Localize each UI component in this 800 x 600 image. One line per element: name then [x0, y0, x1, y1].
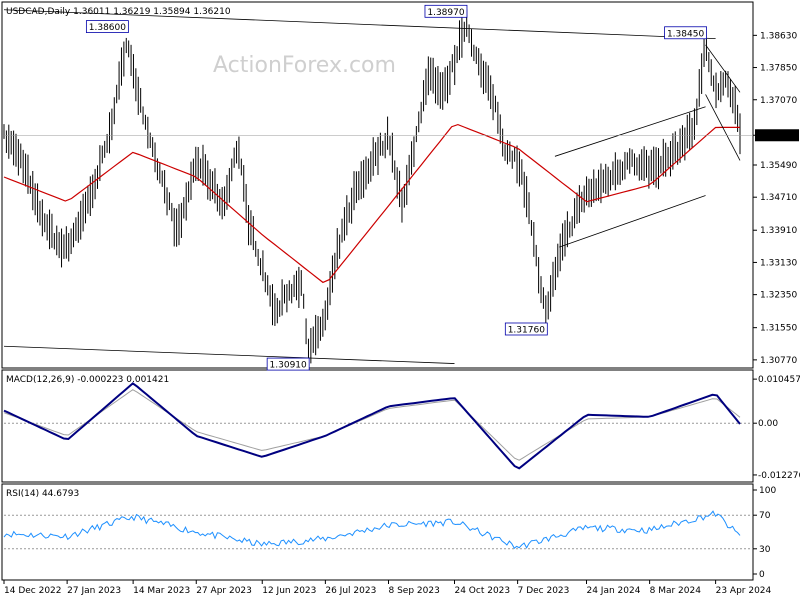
date-tick-label: 14 Dec 2022 [4, 586, 62, 596]
rsi-tick-label: 0 [759, 570, 765, 580]
rsi-indicator: 100 70 30 0 [3, 486, 776, 580]
macd-tick-label: 0.010457 [758, 375, 800, 385]
ohlc-label: 1.36011 1.36219 1.35894 1.36210 [73, 7, 231, 17]
date-tick-label: 8 Sep 2023 [388, 586, 439, 596]
price-bars [3, 9, 741, 364]
price-tick-label: 1.33130 [760, 258, 797, 268]
current-price-box [755, 129, 799, 142]
rsi-tick-label: 100 [759, 486, 776, 496]
price-label-text: 1.38970 [427, 8, 464, 18]
price-panel-title: USDCAD,Daily 1.36011 1.36219 1.35894 1.3… [6, 7, 231, 17]
macd-indicator: 0.010457 0.00 -0.012276 [3, 375, 800, 481]
price-label-box [424, 4, 468, 18]
date-tick-label: 23 Apr 2024 [716, 586, 772, 596]
price-axis: 1.38630 1.37850 1.37070 1.35490 1.34710 1.339… [4, 31, 799, 366]
price-label-box [266, 357, 310, 371]
date-tick-label: 27 Jan 2023 [67, 586, 121, 596]
ma-line [3, 123, 740, 284]
price-tick-label: 1.33910 [760, 226, 797, 236]
date-tick-label: 24 Jan 2024 [586, 586, 640, 596]
price-panel-frame [1, 1, 754, 369]
price-tick-label: 1.38630 [760, 31, 797, 41]
date-tick-label: 7 Dec 2023 [518, 586, 570, 596]
date-tick-label: 24 Oct 2023 [454, 586, 510, 596]
date-tick-label: 14 Mar 2023 [133, 586, 190, 596]
moving-average [3, 123, 740, 284]
lower-channel-line [3, 345, 455, 364]
falling-wedge-lower [705, 94, 741, 161]
price-tick-label: 1.37850 [760, 64, 797, 74]
price-tick-label: 1.35490 [760, 161, 797, 171]
price-label-text: 1.38450 [667, 29, 704, 39]
price-tick-label: 1.30770 [760, 356, 797, 366]
rsi-tick-label: 30 [759, 545, 771, 555]
macd-panel-frame [1, 369, 754, 483]
date-tick-label: 12 Jun 2023 [262, 586, 316, 596]
price-label-text: 1.31760 [508, 325, 545, 335]
symbol-label: USDCAD,Daily [6, 7, 71, 17]
macd-line [3, 382, 741, 470]
date-tick-label: 8 Mar 2024 [650, 586, 702, 596]
trendlines [3, 9, 741, 364]
rsi-panel-title: RSI(14) 44.6793 [6, 489, 79, 499]
price-annotations: 1.38600 1.38970 1.38450 1.30910 1.31760 [85, 4, 707, 371]
macd-tick-label: 0.00 [758, 419, 778, 429]
date-axis: 14 Dec 2022 27 Jan 2023 14 Mar 2023 27 Apr … [3, 580, 772, 596]
rsi-line [3, 510, 741, 549]
falling-wedge-upper [705, 44, 741, 93]
upper-channel-line [3, 9, 716, 40]
price-label-box [504, 322, 548, 336]
rsi-tick-label: 70 [759, 511, 771, 521]
rising-channel-upper [554, 106, 706, 157]
macd-tick-label: -0.012276 [758, 471, 800, 481]
rsi-panel-frame [1, 483, 754, 581]
price-label-box [85, 20, 129, 33]
price-label-box [664, 26, 707, 40]
price-tick-label: 1.37070 [760, 96, 797, 106]
price-label-text: 1.30910 [270, 361, 307, 371]
price-tick-label: 1.32350 [760, 291, 797, 301]
price-label-text: 1.38600 [89, 23, 126, 33]
price-tick-label: 1.34710 [760, 193, 797, 203]
current-price-label: 1.36210 [759, 132, 796, 142]
watermark: ActionForex.com [213, 53, 396, 78]
rising-channel-lower [559, 195, 706, 248]
date-tick-label: 27 Apr 2023 [196, 586, 252, 596]
price-tick-label: 1.31550 [760, 324, 797, 334]
macd-signal-line [3, 389, 741, 461]
macd-panel-title: MACD(12,26,9) -0.000223 0.001421 [6, 375, 169, 385]
date-tick-label: 26 Jul 2023 [325, 586, 376, 596]
